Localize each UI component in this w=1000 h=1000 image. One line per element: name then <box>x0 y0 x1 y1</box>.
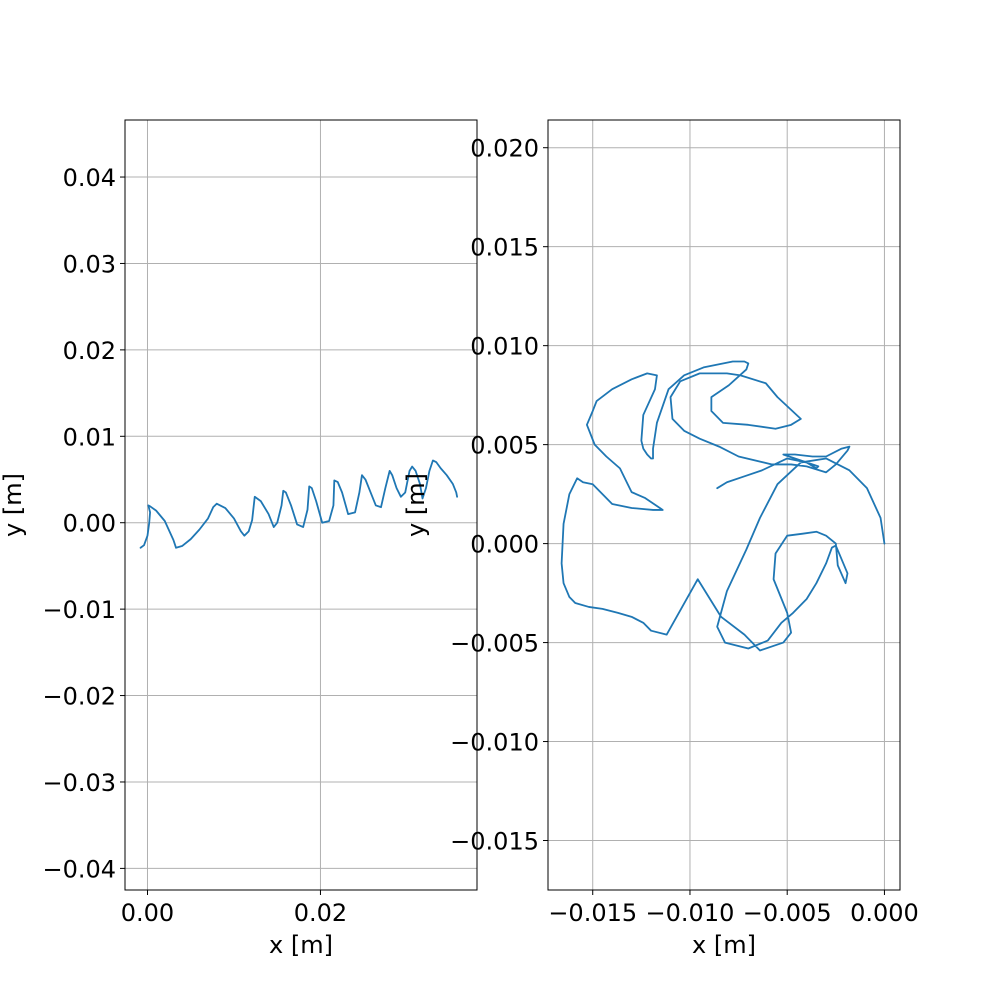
x-tick-label: −0.015 <box>548 899 637 927</box>
trajectory-line <box>139 459 459 549</box>
x-tick-label: 0.000 <box>850 899 919 927</box>
y-tick-label: 0.00 <box>63 510 116 538</box>
y-tick-label: −0.01 <box>42 596 116 624</box>
y-tick-label: −0.015 <box>450 828 539 856</box>
left-trajectory-plot: 0.00 0.02 −0.04 −0.03 −0.02 −0.01 0.00 0.01 0.02… <box>0 119 478 959</box>
axes-frame <box>547 119 901 891</box>
y-tick-label: −0.04 <box>42 855 116 883</box>
y-tick-label: −0.02 <box>42 683 116 711</box>
y-tick-label: −0.010 <box>450 729 539 757</box>
x-tick-label: 0.02 <box>294 899 347 927</box>
y-tick-label: 0.02 <box>63 337 116 365</box>
y-tick-label: 0.04 <box>63 164 116 192</box>
axes-frame <box>124 119 478 891</box>
y-tick-label: 0.03 <box>63 250 116 278</box>
y-tick-label: 0.01 <box>63 423 116 451</box>
y-tick-label: 0.000 <box>470 531 539 559</box>
x-axis-label: x [m] <box>269 931 333 959</box>
y-tick-label: −0.03 <box>42 769 116 797</box>
x-tick-label: −0.010 <box>646 899 735 927</box>
x-tick-label: −0.005 <box>743 899 832 927</box>
x-axis-label: x [m] <box>692 931 756 959</box>
y-axis-label: y [m] <box>0 473 27 537</box>
y-tick-label: 0.020 <box>470 135 539 163</box>
y-tick-label: 0.005 <box>470 432 539 460</box>
right-trajectory-plot: −0.015 −0.010 −0.005 0.000 −0.015 −0.010 −0.00… <box>402 119 919 959</box>
y-axis-label: y [m] <box>402 473 430 537</box>
y-tick-label: −0.005 <box>450 630 539 658</box>
x-tick-label: 0.00 <box>121 899 174 927</box>
y-tick-label: 0.010 <box>470 333 539 361</box>
trajectory-line <box>560 360 886 652</box>
y-tick-label: 0.015 <box>470 234 539 262</box>
